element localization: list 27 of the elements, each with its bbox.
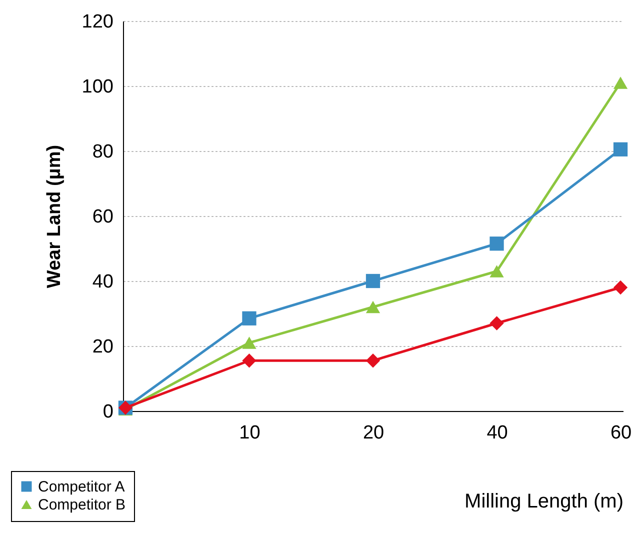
point [613,142,628,156]
y-tick-label: 60 [92,206,114,228]
point [490,316,504,330]
point [366,300,380,314]
point [490,236,504,251]
x-tick-label: 20 [362,422,384,444]
y-axis-title: Wear Land (μm) [44,144,65,288]
x-tick-label: 60 [610,422,632,444]
point [242,336,256,349]
y-tick-label: 80 [92,142,114,162]
point [613,280,628,295]
point [366,354,380,368]
y-tick-label: 40 [92,272,114,292]
x-tick-label: 40 [486,422,508,444]
legend-label: Competitor B [38,496,126,514]
point [366,274,380,288]
y-tick-label: 120 [82,12,114,32]
y-tick-label: 100 [82,76,114,98]
y-tick-label: 20 [92,336,114,358]
y-tick-label: 0 [102,402,114,422]
x-tick-label: 10 [239,422,260,444]
point [613,76,628,89]
point [242,354,256,368]
point [242,311,256,326]
legend-label: Competitor A [38,478,125,496]
point [490,265,504,278]
x-axis-title: Milling Length (m) [464,490,624,512]
